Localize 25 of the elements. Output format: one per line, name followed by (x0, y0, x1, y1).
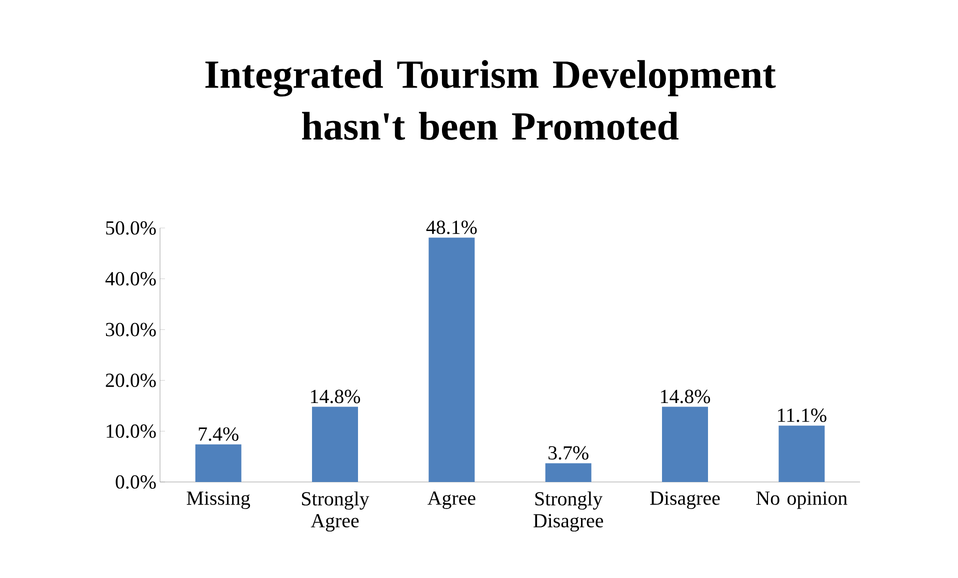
y-tick-label: 0.0% (116, 475, 156, 489)
data-label: 48.1% (426, 220, 477, 234)
x-tick-label: Agree (428, 492, 476, 509)
y-tick-label: 10.0% (106, 424, 156, 438)
bar (428, 238, 475, 482)
x-tick-label: Strongly Disagree (534, 492, 604, 532)
x-tick-label: Disagree (650, 492, 720, 509)
bar (662, 406, 708, 482)
data-label: 7.4% (198, 427, 238, 441)
bar (545, 463, 592, 482)
chart-title: Integrated Tourism Development hasn't been Promoted (205, 60, 776, 140)
data-label: 3.7% (548, 446, 588, 460)
y-tick-label: 40.0% (105, 272, 156, 286)
bar (195, 444, 242, 482)
data-label: 14.8% (661, 390, 710, 404)
x-tick-label: Strongly Agree (302, 492, 370, 532)
y-tick-label: 20.0% (106, 374, 156, 388)
y-tick-label: 30.0% (106, 322, 156, 336)
data-label: 14.8% (311, 390, 360, 404)
bar (778, 426, 825, 482)
x-tick-label: No opinion (756, 492, 848, 509)
bar (312, 406, 358, 482)
x-tick-label: Missing (186, 492, 250, 509)
y-tick-label: 50.0% (106, 221, 156, 235)
data-label: 11.1% (778, 408, 826, 422)
